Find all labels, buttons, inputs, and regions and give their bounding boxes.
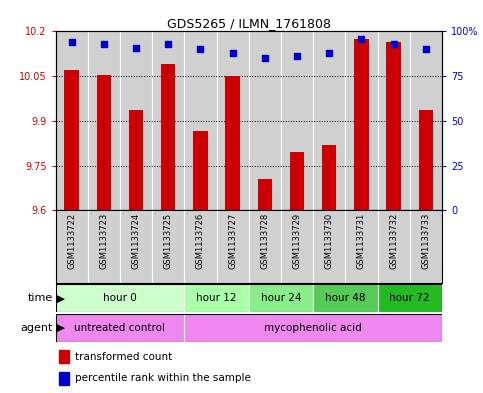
Text: GSM1133730: GSM1133730 xyxy=(325,213,334,269)
Bar xyxy=(378,210,410,283)
Point xyxy=(132,44,140,51)
Text: ▶: ▶ xyxy=(53,323,65,333)
Bar xyxy=(185,210,216,283)
Text: percentile rank within the sample: percentile rank within the sample xyxy=(75,373,251,383)
Text: hour 72: hour 72 xyxy=(389,293,430,303)
Bar xyxy=(59,350,69,363)
Bar xyxy=(313,31,345,210)
Point xyxy=(261,55,269,61)
Bar xyxy=(88,210,120,283)
Bar xyxy=(257,179,272,210)
Bar xyxy=(161,64,175,210)
Text: GSM1133727: GSM1133727 xyxy=(228,213,237,269)
Bar xyxy=(378,284,442,312)
Bar xyxy=(419,110,433,210)
Text: untreated control: untreated control xyxy=(74,323,166,333)
Text: GSM1133728: GSM1133728 xyxy=(260,213,270,269)
Text: agent: agent xyxy=(21,323,53,333)
Bar xyxy=(281,210,313,283)
Point xyxy=(293,53,301,60)
Bar xyxy=(152,210,185,283)
Bar xyxy=(290,152,304,210)
Bar xyxy=(216,210,249,283)
Text: hour 48: hour 48 xyxy=(325,293,366,303)
Bar xyxy=(249,210,281,283)
Bar xyxy=(410,210,442,283)
Point xyxy=(68,39,75,45)
Bar xyxy=(378,31,410,210)
Text: hour 12: hour 12 xyxy=(196,293,237,303)
Text: GSM1133726: GSM1133726 xyxy=(196,213,205,269)
Bar xyxy=(56,284,185,312)
Text: GSM1133724: GSM1133724 xyxy=(131,213,141,268)
Point xyxy=(357,35,365,42)
Bar xyxy=(185,284,249,312)
Bar xyxy=(56,210,88,283)
Point xyxy=(197,46,204,52)
Bar xyxy=(120,210,152,283)
Bar xyxy=(313,210,345,283)
Bar xyxy=(354,39,369,210)
Point xyxy=(229,50,237,56)
Bar xyxy=(120,31,152,210)
Text: mycophenolic acid: mycophenolic acid xyxy=(264,323,362,333)
Text: GSM1133723: GSM1133723 xyxy=(99,213,108,269)
Text: ▶: ▶ xyxy=(53,293,65,303)
Bar xyxy=(64,70,79,210)
Text: hour 24: hour 24 xyxy=(261,293,301,303)
Bar xyxy=(56,314,185,342)
Bar xyxy=(322,145,337,210)
Text: GSM1133733: GSM1133733 xyxy=(421,213,430,269)
Bar xyxy=(185,314,442,342)
Bar xyxy=(59,372,69,384)
Bar xyxy=(56,31,88,210)
Bar xyxy=(249,284,313,312)
Bar xyxy=(281,31,313,210)
Bar xyxy=(249,31,281,210)
Point xyxy=(390,41,398,47)
Bar xyxy=(345,31,378,210)
Bar xyxy=(129,110,143,210)
Text: hour 0: hour 0 xyxy=(103,293,137,303)
Bar xyxy=(410,31,442,210)
Bar xyxy=(226,76,240,210)
Bar xyxy=(313,284,378,312)
Point xyxy=(164,41,172,47)
Bar xyxy=(386,42,401,210)
Bar xyxy=(345,210,378,283)
Text: GSM1133731: GSM1133731 xyxy=(357,213,366,269)
Text: GSM1133725: GSM1133725 xyxy=(164,213,173,268)
Text: transformed count: transformed count xyxy=(75,351,172,362)
Text: GSM1133722: GSM1133722 xyxy=(67,213,76,268)
Point xyxy=(422,46,430,52)
Text: time: time xyxy=(28,293,53,303)
Bar xyxy=(185,31,216,210)
Bar xyxy=(193,131,208,210)
Text: GSM1133732: GSM1133732 xyxy=(389,213,398,269)
Point xyxy=(326,50,333,56)
Bar xyxy=(88,31,120,210)
Title: GDS5265 / ILMN_1761808: GDS5265 / ILMN_1761808 xyxy=(167,17,331,30)
Bar xyxy=(216,31,249,210)
Text: GSM1133729: GSM1133729 xyxy=(293,213,301,268)
Point xyxy=(100,41,108,47)
Bar xyxy=(152,31,185,210)
Bar xyxy=(97,75,111,210)
